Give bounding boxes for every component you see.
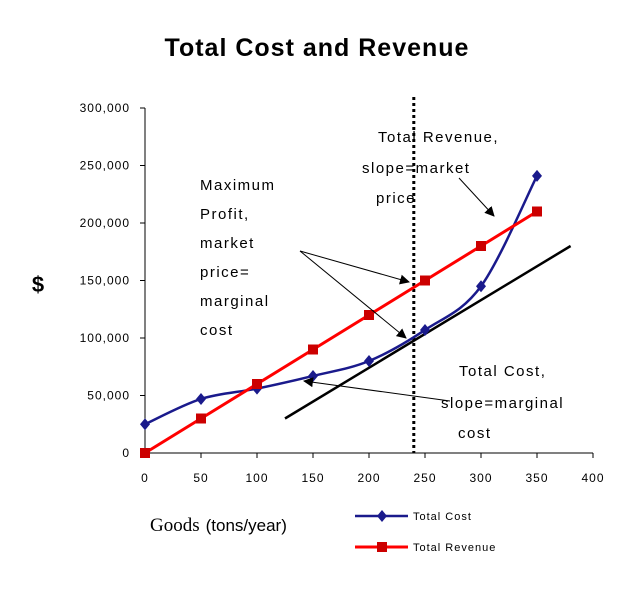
annotation-profit-line-5: marginal: [200, 293, 270, 310]
x-tick-labels: 0 50 100 150 200 250 300 350 400: [141, 471, 604, 485]
arrow-to-revenue-line: [458, 177, 495, 217]
annotation-revenue-line-1: Total Revenue,: [378, 129, 499, 146]
annotation-revenue-line-2: slope=market: [362, 160, 470, 177]
annotation-arrows: [299, 177, 495, 402]
y-tick-label: 200,000: [80, 216, 130, 230]
x-tick-label: 100: [245, 471, 268, 485]
arrow-to-max-cost-point: [299, 250, 407, 339]
data-point-total-revenue: [532, 206, 542, 217]
annotation-cost-line-3: cost: [458, 425, 492, 442]
x-tick-label: 350: [525, 471, 548, 485]
data-point-total-revenue: [140, 448, 150, 458]
annotation-profit-line-2: Profit,: [200, 206, 250, 223]
y-tick-label: 100,000: [80, 331, 130, 345]
x-tick-label: 200: [357, 471, 380, 485]
annotation-cost-line-2: slope=marginal: [441, 395, 564, 412]
data-point-total-cost: [140, 418, 150, 431]
data-point-total-revenue: [308, 344, 318, 355]
annotation-total-revenue: Total Revenue, slope=market price: [362, 129, 499, 207]
chart-title: Total Cost and Revenue: [165, 34, 470, 62]
annotation-profit-line-4: price=: [200, 264, 250, 281]
legend-marker-total-revenue: [377, 542, 387, 552]
legend-label-total-revenue: Total Revenue: [413, 542, 496, 554]
annotation-revenue-line-3: price: [376, 190, 416, 207]
series-line-total-revenue: [144, 210, 538, 455]
x-axis-label: Goods (tons/year): [150, 515, 287, 536]
x-tick-label: 0: [141, 471, 149, 485]
y-tick-label: 300,000: [80, 101, 130, 115]
data-point-total-cost: [420, 323, 430, 336]
annotation-maximum-profit: Maximum Profit, market price= marginal c…: [200, 177, 276, 339]
axes: [140, 107, 594, 458]
series-total-revenue: [140, 206, 542, 458]
annotation-cost-line-1: Total Cost,: [459, 363, 546, 380]
arrow-to-max-revenue-point: [299, 250, 410, 285]
annotation-profit-line-1: Maximum: [200, 177, 276, 194]
data-point-total-cost: [308, 369, 318, 382]
y-tick-label: 150,000: [80, 274, 130, 288]
data-point-total-cost: [476, 280, 486, 293]
data-point-total-revenue: [364, 310, 374, 320]
x-tick-label: 300: [469, 471, 492, 485]
x-tick-label: 400: [581, 471, 604, 485]
data-point-total-revenue: [420, 275, 430, 286]
legend: Total Cost Total Revenue: [355, 510, 496, 554]
x-tick-label: 150: [301, 471, 324, 485]
x-axis-label-unit: (tons/year): [206, 516, 287, 535]
x-axis-label-main: Goods: [150, 515, 200, 536]
annotation-total-cost: Total Cost, slope=marginal cost: [441, 363, 564, 442]
annotation-profit-line-3: market: [200, 235, 255, 252]
annotation-profit-line-6: cost: [200, 322, 234, 339]
data-point-total-revenue: [476, 241, 486, 251]
y-tick-label: 0: [122, 446, 130, 460]
data-point-total-cost: [364, 355, 374, 367]
y-tick-label: 250,000: [80, 159, 130, 173]
data-point-total-revenue: [196, 413, 206, 424]
y-axis-label: $: [32, 272, 44, 297]
x-tick-label: 50: [193, 471, 208, 485]
data-point-total-cost: [196, 392, 206, 405]
data-point-total-cost: [532, 169, 542, 182]
series-layer: [140, 169, 542, 458]
data-point-total-revenue: [252, 379, 262, 389]
y-tick-labels: 0 50,000 100,000 150,000 200,000 250,000 300,0…: [80, 101, 130, 460]
legend-label-total-cost: Total Cost: [413, 511, 472, 523]
x-tick-label: 250: [413, 471, 436, 485]
legend-marker-total-cost: [377, 510, 387, 522]
arrow-to-cost-curve: [303, 377, 451, 402]
y-tick-label: 50,000: [87, 389, 130, 403]
